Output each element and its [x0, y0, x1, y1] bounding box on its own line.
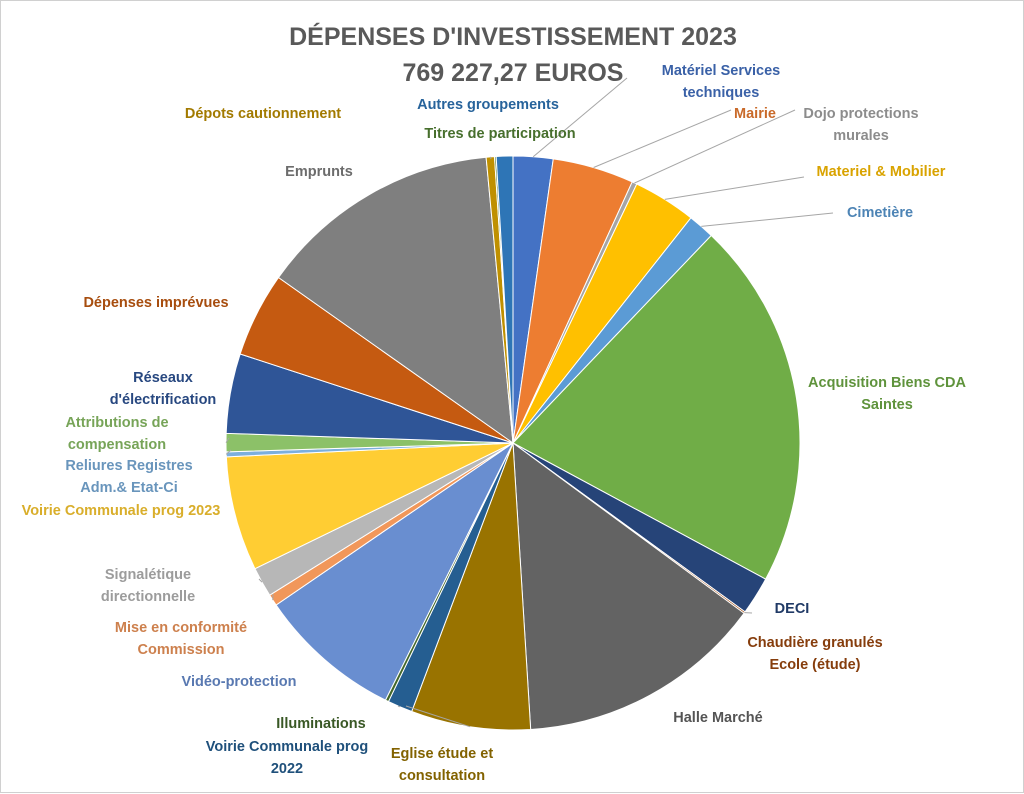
- slice-label-autres-groupements: Autres groupements: [417, 97, 559, 113]
- slice-label-materiel-mobilier: Materiel & Mobilier: [817, 164, 946, 180]
- leader-line-depots-cautionnement: [490, 157, 491, 159]
- slice-label-illuminations: Illuminations: [276, 716, 365, 732]
- slice-label-mairie: Mairie: [734, 106, 776, 122]
- leader-line-cimetiere: [701, 213, 833, 226]
- chart-subtitle: 769 227,27 EUROS: [403, 59, 624, 87]
- slice-label-cimetiere: Cimetière: [847, 205, 913, 221]
- leader-line-materiel-services-techniques: [533, 78, 627, 157]
- slice-label-depenses-imprevues: Dépenses imprévues: [83, 295, 228, 311]
- slice-label-depots-cautionnement: Dépots cautionnement: [185, 106, 341, 122]
- slice-label-halle-marche: Halle Marché: [673, 710, 762, 726]
- slice-label-voirie-communale-prog-2023: Voirie Communale prog 2023: [22, 503, 221, 519]
- leader-line-mairie: [594, 110, 731, 168]
- slice-label-titres-de-participation: Titres de participation: [424, 126, 575, 142]
- slice-label-video-protection: Vidéo-protection: [182, 674, 297, 690]
- slice-label-emprunts: Emprunts: [285, 164, 353, 180]
- chart-title: DÉPENSES D'INVESTISSEMENT 2023: [289, 22, 737, 51]
- slice-label-deci: DECI: [775, 601, 810, 617]
- leader-line-materiel-mobilier: [665, 177, 804, 199]
